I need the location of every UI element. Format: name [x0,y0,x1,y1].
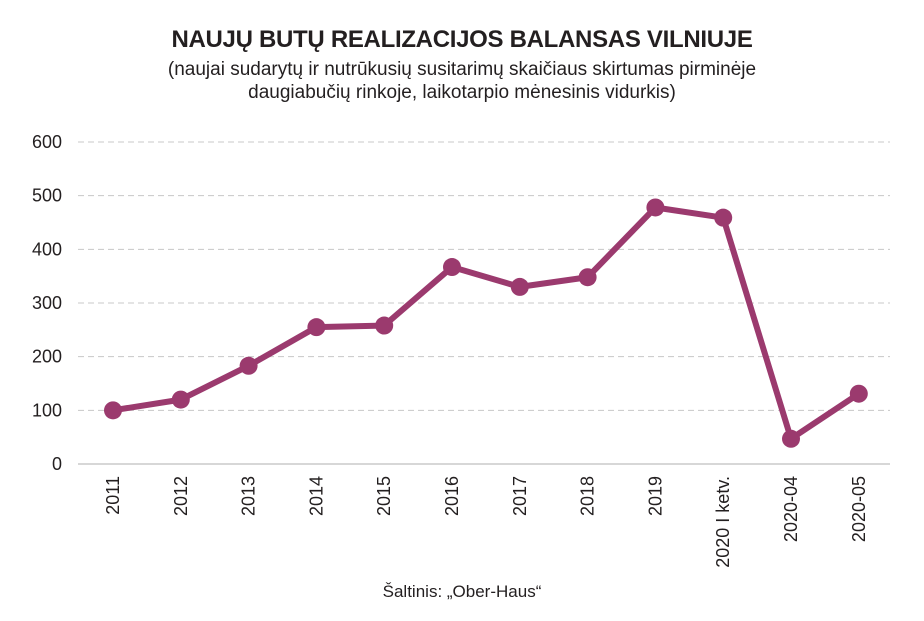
data-point [239,356,258,375]
x-tick-label: 2019 [645,476,665,516]
y-tick-label: 300 [32,293,62,313]
data-point [104,401,122,420]
x-tick-label: 2018 [578,476,598,516]
y-tick-label: 100 [32,400,62,420]
series-line [110,204,862,442]
x-tick-label: 2015 [374,476,394,516]
data-point [443,258,461,277]
y-tick-label: 200 [32,347,62,367]
chart-title: NAUJŲ BUTŲ REALIZACIJOS BALANSAS VILNIUJ… [171,26,753,53]
chart-subtitle: (naujai sudarytų ir nutrūkusių susitarim… [0,58,924,104]
data-point [782,429,800,448]
data-series [104,198,868,448]
subtitle-line-1: (naujai sudarytų ir nutrūkusių susitarim… [167,59,757,80]
x-tick-label: 2013 [239,476,259,516]
x-tick-label: 2011 [103,476,123,515]
y-tick-label: 500 [32,186,62,206]
data-point [307,318,326,337]
data-point [578,268,597,287]
x-axis: 2011 2012 2013 2014 2015 2016 2017 2018 2019 2020… [78,463,890,568]
y-tick-label: 0 [52,454,62,474]
x-tick-label: 2014 [306,476,326,516]
data-point [714,208,733,227]
data-point [375,316,394,335]
data-point [646,198,665,217]
y-tick-label: 400 [32,239,62,259]
source-note: Šaltinis: „Ober-Haus“ [382,582,542,601]
x-tick-label: 2020-04 [781,476,801,542]
x-tick-label: 2020 I ketv. [713,476,733,568]
data-point [849,384,868,403]
y-tick-label: 600 [32,132,62,152]
x-tick-label: 2012 [171,476,191,516]
x-tick-label: 2017 [510,476,530,516]
y-axis: 0 100 200 300 400 500 600 [32,132,62,474]
gridlines [78,141,890,411]
x-tick-label: 2020-05 [849,476,869,542]
subtitle-line-2: daugiabučių rinkoje, laikotarpio mėnesin… [248,82,676,103]
data-point [510,277,529,296]
x-tick-label: 2016 [442,476,462,516]
data-point [171,390,190,409]
